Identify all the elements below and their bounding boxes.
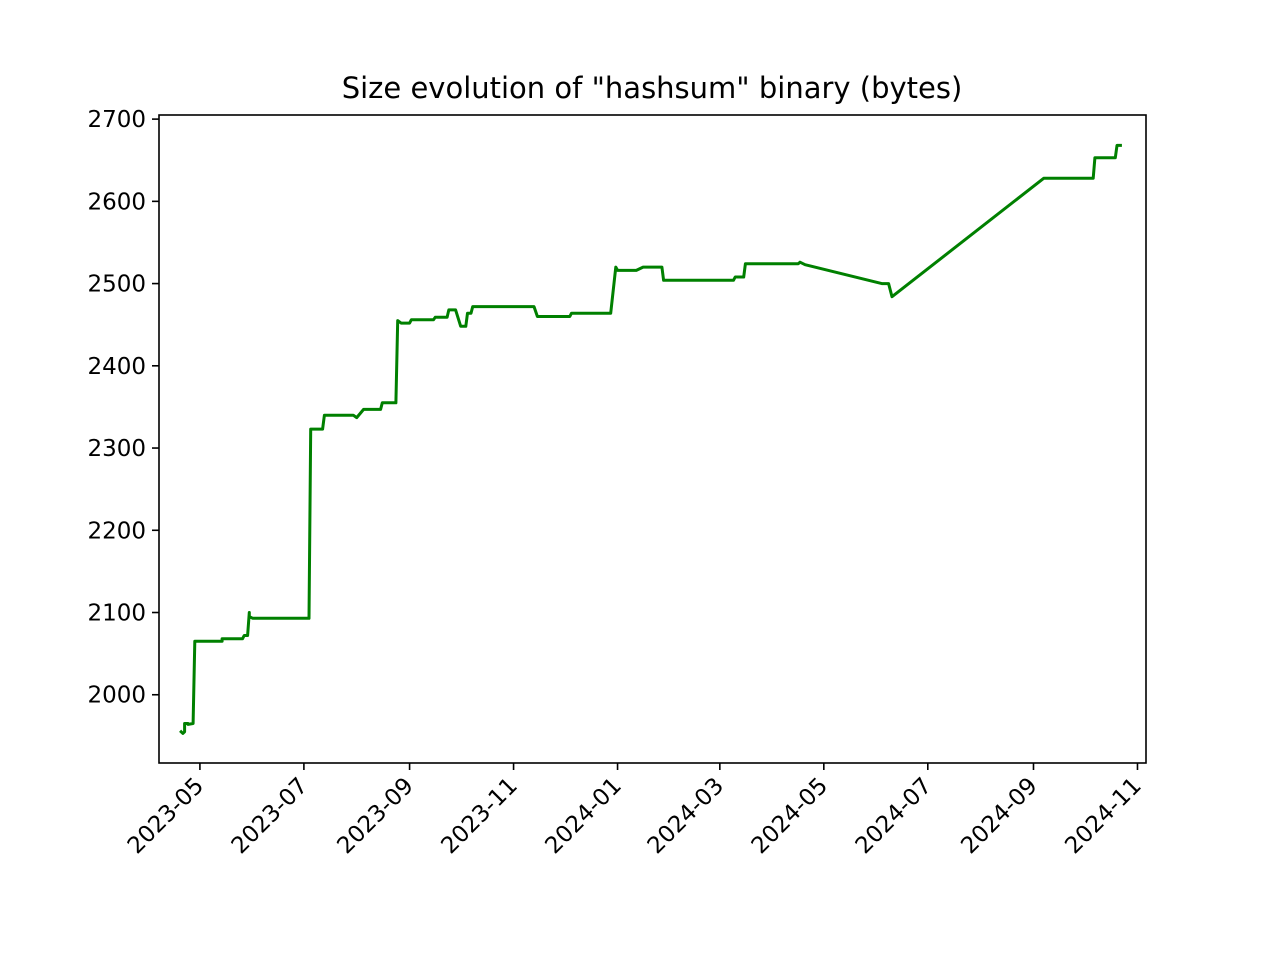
series-line-hashsum-size (179, 143, 1122, 735)
y-tick-label: 2300 (87, 436, 146, 462)
x-tick-label: 2024-03 (643, 773, 729, 859)
axes-frame (158, 114, 1147, 764)
y-tick-label: 2400 (87, 354, 146, 380)
y-tick-label: 2700 (87, 107, 146, 133)
x-tick-label: 2023-09 (332, 773, 418, 859)
y-axis: 2000 2100 2200 2300 2400 2500 2600 2700 (87, 107, 159, 709)
x-tick-label: 2023-05 (123, 773, 209, 859)
x-axis: 2023-05 2023-07 2023-09 2023-11 2024-01 2024-… (123, 763, 1147, 859)
chart-title: Size evolution of "hashsum" binary (byte… (342, 71, 963, 105)
y-tick-label: 2100 (87, 601, 146, 627)
y-tick-label: 2600 (87, 189, 146, 215)
y-tick-label: 2200 (87, 518, 146, 544)
x-tick-label: 2024-07 (851, 773, 937, 859)
x-tick-label: 2023-07 (227, 773, 313, 859)
x-tick-label: 2024-11 (1060, 773, 1146, 859)
plot-area: 2000 2100 2200 2300 2400 2500 2600 2700 2023-05… (87, 107, 1147, 859)
x-tick-label: 2023-11 (436, 773, 522, 859)
y-tick-label: 2500 (87, 272, 146, 298)
x-tick-label: 2024-01 (540, 773, 626, 859)
y-tick-label: 2000 (87, 683, 146, 709)
x-tick-label: 2024-05 (747, 773, 833, 859)
x-tick-label: 2024-09 (956, 773, 1042, 859)
